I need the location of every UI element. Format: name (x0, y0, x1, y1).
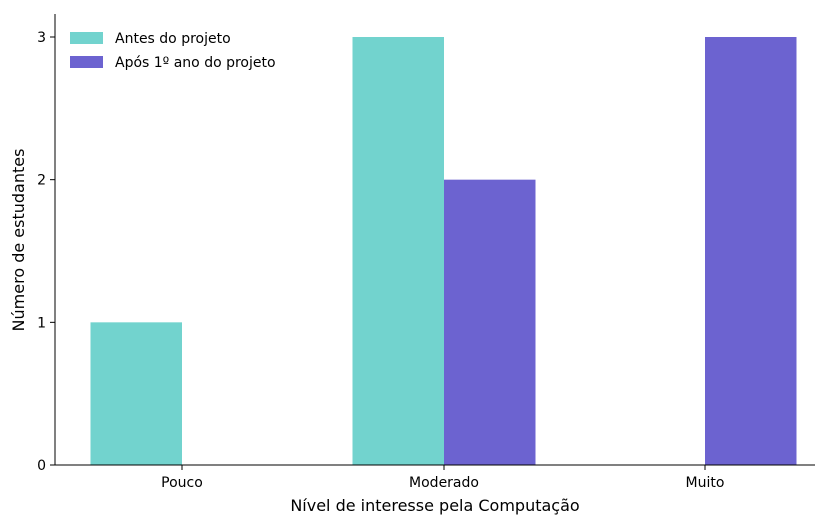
y-tick-label: 0 (37, 458, 46, 474)
x-tick-label: Pouco (161, 475, 203, 491)
bars-layer (90, 37, 797, 465)
y-tick-label: 3 (37, 30, 46, 46)
legend: Antes do projeto Após 1º ano do projeto (70, 31, 276, 71)
bar-apos-muito (705, 37, 797, 465)
y-axis-label: Número de estudantes (9, 149, 28, 332)
x-tick-label: Muito (686, 475, 725, 491)
y-tick-label: 2 (37, 173, 46, 189)
legend-swatch (70, 32, 103, 44)
bar-antes-moderado (352, 37, 444, 465)
bar-antes-pouco (90, 322, 182, 465)
x-axis-label: Nível de interesse pela Computação (290, 496, 579, 515)
legend-swatch (70, 56, 103, 68)
legend-label: Após 1º ano do projeto (115, 55, 276, 71)
bar-apos-moderado (444, 179, 536, 465)
legend-label: Antes do projeto (115, 31, 231, 47)
y-ticks: 0 1 2 3 (37, 30, 55, 474)
y-tick-label: 1 (37, 315, 46, 331)
x-ticks: Pouco Moderado Muito (161, 465, 724, 491)
x-tick-label: Moderado (409, 475, 479, 491)
